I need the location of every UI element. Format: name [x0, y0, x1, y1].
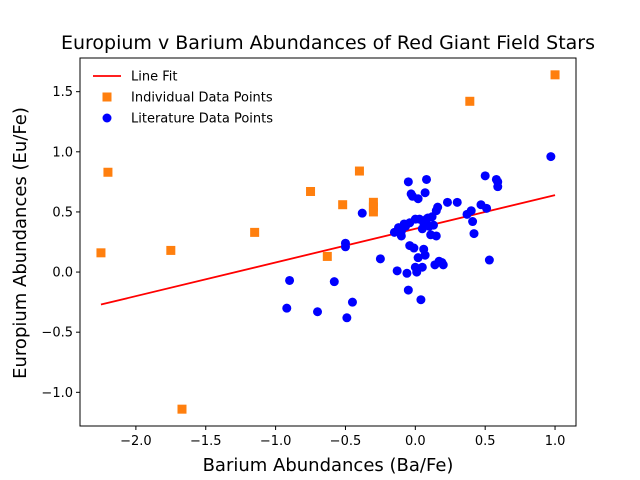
literature-data-point — [466, 206, 476, 216]
y-tick-label: 1.5 — [52, 85, 73, 100]
literature-data-point — [484, 255, 494, 265]
literature-data-point — [482, 203, 492, 213]
line-fit — [100, 194, 556, 306]
y-tick-label: −0.5 — [41, 326, 73, 341]
legend: Line Fit Individual Data Points Literature… — [93, 70, 273, 127]
individual-data-point — [250, 227, 260, 237]
y-tick-label: 0.5 — [52, 205, 73, 220]
literature-data-point — [329, 277, 339, 287]
literature-data-point — [342, 313, 352, 323]
individual-data-point — [465, 96, 475, 106]
legend-label: Line Fit — [131, 70, 177, 85]
individual-data-point — [103, 167, 113, 177]
literature-data-point — [409, 243, 419, 253]
literature-data-point — [469, 229, 479, 239]
y-tick-label: 0.0 — [52, 266, 73, 281]
literature-data-point — [347, 297, 357, 307]
literature-data-point — [375, 254, 385, 264]
literature-data-point — [480, 171, 490, 181]
y-tick-label: −1.0 — [41, 386, 73, 401]
literature-data-point — [402, 268, 412, 278]
literature-data-point — [420, 250, 430, 260]
individual-data-point — [177, 404, 187, 414]
literature-data-point — [392, 266, 402, 276]
literature-data-point — [431, 231, 441, 241]
literature-data-point — [285, 275, 295, 285]
literature-data-point — [413, 253, 423, 263]
x-tick-label: −2.0 — [120, 434, 152, 449]
literature-data-point — [468, 217, 478, 227]
literature-data-point — [493, 182, 503, 192]
legend-label: Individual Data Points — [131, 91, 273, 106]
chart-title: Europium v Barium Abundances of Red Gian… — [61, 32, 595, 54]
literature-data-point — [452, 197, 462, 207]
literature-data-point — [403, 177, 413, 187]
literature-data-point — [428, 220, 438, 230]
literature-data-point — [282, 303, 292, 313]
x-tick-label: 1.0 — [545, 434, 566, 449]
literature-data-point — [546, 152, 556, 162]
axes-frame — [79, 57, 577, 427]
individual-data-point — [166, 245, 176, 255]
literature-data-point — [438, 260, 448, 270]
literature-data-point — [313, 307, 323, 317]
x-tick-label: −1.5 — [190, 434, 222, 449]
individual-data-point — [368, 202, 378, 212]
literature-data-point — [403, 285, 413, 295]
literature-data-point — [357, 208, 367, 218]
literature-data-point — [416, 295, 426, 305]
plot-area — [96, 70, 560, 414]
y-tick-label: 1.0 — [52, 145, 73, 160]
literature-data-point — [396, 231, 406, 241]
individual-data-point — [368, 197, 378, 207]
x-tick-label: 0.0 — [405, 434, 426, 449]
individual-data-point — [368, 207, 378, 217]
literature-data-point — [420, 188, 430, 198]
x-tick-label: −1.0 — [260, 434, 292, 449]
x-tick-label: −0.5 — [330, 434, 362, 449]
x-tick-label: 0.5 — [475, 434, 496, 449]
literature-data-point — [413, 194, 423, 204]
literature-data-point — [442, 197, 452, 207]
legend-literature-marker — [102, 113, 112, 123]
axes: −2.0 −1.5 −1.0 −0.5 0.0 0.5 1.0 −1.0 −0.5 0.0 0.5 1… — [41, 57, 577, 449]
individual-data-point — [338, 200, 348, 210]
individual-data-point — [550, 70, 560, 80]
y-axis-label: Europium Abundances (Eu/Fe) — [10, 107, 31, 379]
individual-data-point — [96, 248, 106, 258]
literature-data-point — [422, 174, 432, 184]
individual-data-point — [354, 166, 364, 176]
x-axis-label: Barium Abundances (Ba/Fe) — [203, 455, 454, 476]
literature-data-point — [340, 238, 350, 248]
legend-individual-marker — [102, 92, 112, 102]
individual-data-point — [322, 251, 332, 261]
literature-data-point — [433, 202, 443, 212]
legend-label: Literature Data Points — [131, 112, 273, 127]
literature-data-point — [417, 262, 427, 272]
individual-data-point — [306, 186, 316, 196]
